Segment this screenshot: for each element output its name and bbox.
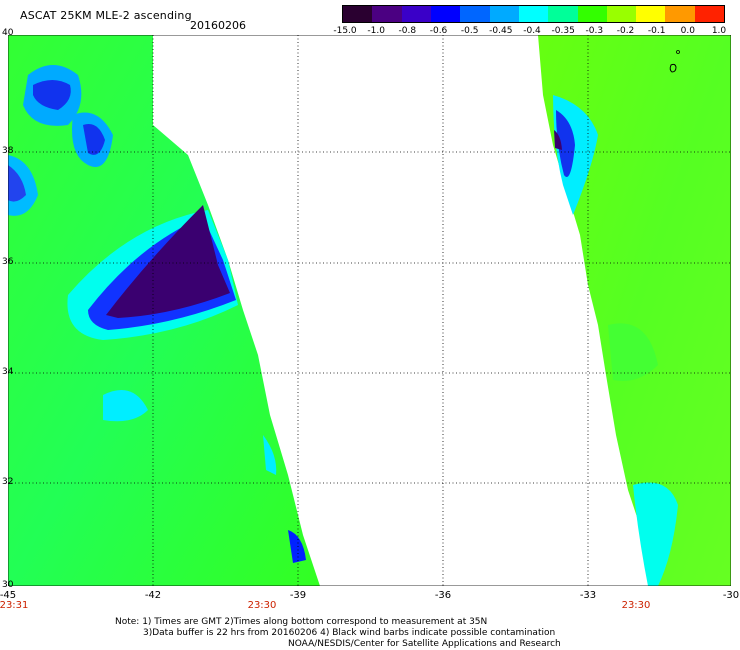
- left-swath-blue-patch-2: [33, 80, 71, 110]
- x-tick-label: -39: [289, 590, 307, 601]
- note-line-1: Note: 1) Times are GMT 2)Times along bot…: [115, 617, 488, 627]
- colorbar-label: -1.0: [367, 26, 385, 36]
- right-swath-dark-patch: [554, 130, 562, 150]
- note-line-2: 3)Data buffer is 22 hrs from 20160206 4)…: [143, 628, 556, 638]
- left-swath-blue-patch-6: [8, 165, 26, 202]
- colorbar-segment: [460, 6, 490, 22]
- colorbar-label: -0.1: [647, 26, 666, 36]
- colorbar-label: 0.0: [680, 26, 695, 36]
- colorbar-segment: [577, 6, 607, 22]
- small-contour-marker: [669, 63, 677, 73]
- colorbar-segment: [430, 6, 461, 22]
- colorbar-label: -15.0: [333, 26, 357, 36]
- left-swath-purple-core: [106, 205, 230, 318]
- x-tick-label: -36: [434, 590, 452, 601]
- chart-date: 20160206: [190, 19, 246, 32]
- left-swath-blue-patch-7: [288, 530, 306, 563]
- colorbar-label: -0.8: [398, 26, 417, 36]
- right-swath-blue-patch: [556, 110, 575, 177]
- colorbar-segment: [518, 6, 549, 22]
- y-tick-label: 40: [2, 28, 14, 38]
- x-tick-label: -30: [722, 590, 740, 601]
- left-swath-cyan-patch-1: [103, 390, 148, 422]
- right-swath-green-patch: [608, 323, 658, 381]
- colorbar-label: 1.0: [711, 26, 727, 36]
- y-tick-label: 30: [2, 580, 14, 590]
- colorbar-label: -0.35: [551, 26, 575, 36]
- y-tick-label: 32: [2, 477, 14, 487]
- colorbar-segment: [489, 6, 519, 22]
- colorbar-label: -0.4: [523, 26, 541, 36]
- swath-map: [8, 35, 731, 586]
- colorbar-label: -0.6: [429, 26, 448, 36]
- colorbar-segment: [636, 6, 666, 22]
- colorbar-segment: [401, 6, 431, 22]
- x-tick-label: -33: [579, 590, 597, 601]
- note-line-3: NOAA/NESDIS/Center for Satellite Applica…: [288, 639, 561, 649]
- colorbar-segment: [343, 6, 373, 22]
- colorbar-label: -0.5: [460, 26, 479, 36]
- y-tick-label: 36: [2, 257, 14, 267]
- right-swath-cyan-patch-2: [633, 482, 678, 586]
- left-swath-blue-patch-4: [83, 124, 105, 155]
- x-tick-label: -42: [144, 590, 162, 601]
- x-tick-label: -45: [0, 590, 17, 601]
- colorbar-segment: [694, 6, 725, 22]
- color-scale-bar: [342, 5, 725, 23]
- chart-title: ASCAT 25KM MLE-2 ascending: [20, 9, 192, 22]
- y-tick-label: 34: [2, 367, 14, 377]
- colorbar-label: -0.3: [585, 26, 604, 36]
- time-label-right: 23:30: [621, 600, 651, 611]
- colorbar-segment: [665, 6, 695, 22]
- colorbar-segment: [606, 6, 637, 22]
- left-swath-cyan-patch-2: [263, 435, 277, 475]
- colorbar-label: -0.45: [489, 26, 513, 36]
- y-tick-label: 38: [2, 146, 14, 156]
- time-label-middle: 23:30: [247, 600, 277, 611]
- colorbar-segment: [548, 6, 578, 22]
- colorbar-segment: [372, 6, 402, 22]
- small-contour-dot: [676, 50, 680, 54]
- colorbar-label: -0.2: [616, 26, 635, 36]
- time-label-left: 23:31: [0, 600, 29, 611]
- grid-lines: [8, 35, 731, 586]
